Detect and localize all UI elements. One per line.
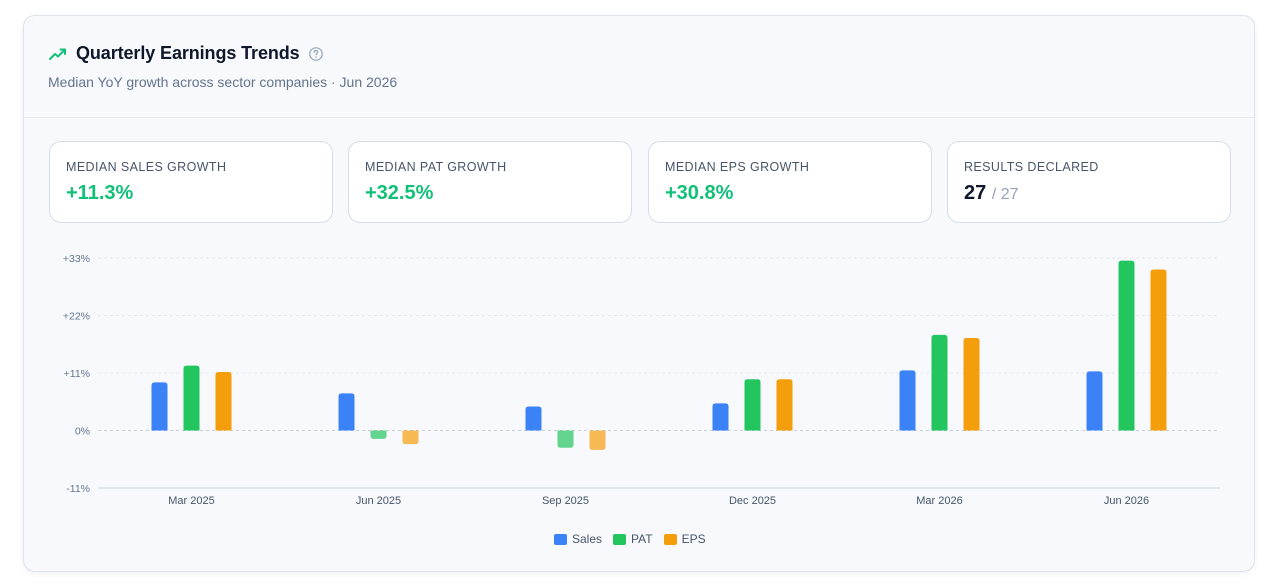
x-tick-label: Sep 2025	[542, 495, 589, 507]
legend-label: EPS	[681, 532, 706, 546]
legend-label: Sales	[572, 532, 603, 546]
legend-label: PAT	[631, 532, 653, 546]
bar-sales-0	[151, 382, 168, 431]
stat-results-declared: RESULTS DECLARED 27 / 27	[947, 141, 1231, 223]
x-tick-label: Jun 2026	[1104, 495, 1149, 507]
bar-eps-1	[402, 430, 419, 445]
y-tick-label: +22%	[63, 311, 90, 323]
trending-up-icon	[48, 44, 68, 64]
legend-swatch	[554, 533, 567, 545]
card-title: Quarterly Earnings Trends	[76, 43, 300, 63]
bar-pat-5	[1118, 260, 1135, 431]
y-tick-label: +11%	[64, 368, 90, 380]
bar-pat-3	[744, 379, 761, 431]
x-tick-label: Jun 2025	[356, 495, 401, 507]
bar-eps-0	[215, 371, 232, 431]
bar-sales-5	[1086, 371, 1103, 431]
stat-value: 27 / 27	[964, 182, 1019, 205]
bar-pat-1	[370, 430, 387, 439]
bar-sales-2	[525, 406, 542, 431]
bar-pat-4	[931, 334, 948, 431]
stat-value: +32.5%	[365, 182, 434, 204]
stat-sales-growth: MEDIAN SALES GROWTH +11.3%	[49, 141, 333, 223]
bar-eps-5	[1150, 269, 1167, 431]
stat-value: +11.3%	[66, 182, 134, 204]
card-header: Quarterly Earnings Trends Median YoY gro…	[24, 16, 1254, 118]
x-tick-label: Mar 2026	[916, 495, 962, 507]
stat-label: RESULTS DECLARED	[964, 160, 1099, 174]
chart-legend: Sales PAT EPS	[554, 532, 717, 546]
bar-eps-2	[589, 430, 606, 450]
help-circle-icon[interactable]	[308, 46, 324, 62]
legend-item-sales[interactable]: Sales	[554, 532, 602, 546]
legend-swatch	[663, 533, 677, 545]
y-tick-label: -11%	[66, 483, 90, 495]
bar-pat-2	[557, 430, 574, 448]
stat-eps-growth: MEDIAN EPS GROWTH +30.8%	[648, 141, 932, 223]
stat-value: +30.8%	[665, 182, 734, 204]
bar-eps-4	[963, 337, 980, 431]
legend-item-pat[interactable]: PAT	[613, 532, 653, 546]
results-total: / 27	[991, 186, 1019, 203]
stat-pat-growth: MEDIAN PAT GROWTH +32.5%	[348, 141, 632, 223]
x-tick-label: Mar 2025	[168, 495, 214, 507]
earnings-trends-card: Quarterly Earnings Trends Median YoY gro…	[23, 15, 1255, 572]
bar-eps-3	[776, 379, 793, 431]
stat-label: MEDIAN PAT GROWTH	[365, 160, 507, 174]
results-count: 27	[964, 182, 987, 204]
legend-swatch	[613, 533, 627, 545]
bar-sales-1	[338, 393, 355, 431]
legend-item-eps[interactable]: EPS	[663, 532, 706, 546]
y-tick-label: 0%	[75, 426, 90, 438]
x-tick-label: Dec 2025	[729, 495, 776, 507]
y-tick-label: +33%	[63, 253, 90, 265]
stat-label: MEDIAN SALES GROWTH	[66, 160, 227, 174]
bar-sales-3	[712, 403, 729, 431]
earnings-bar-chart: +33% +22% +11% 0% -11% Mar 2025 Jun 2025 Sep 20…	[63, 253, 1220, 507]
title-row: Quarterly Earnings Trends	[48, 43, 324, 64]
bar-pat-0	[183, 365, 200, 431]
bar-sales-4	[899, 370, 916, 431]
stat-label: MEDIAN EPS GROWTH	[665, 160, 810, 174]
card-subtitle: Median YoY growth across sector companie…	[48, 74, 398, 90]
